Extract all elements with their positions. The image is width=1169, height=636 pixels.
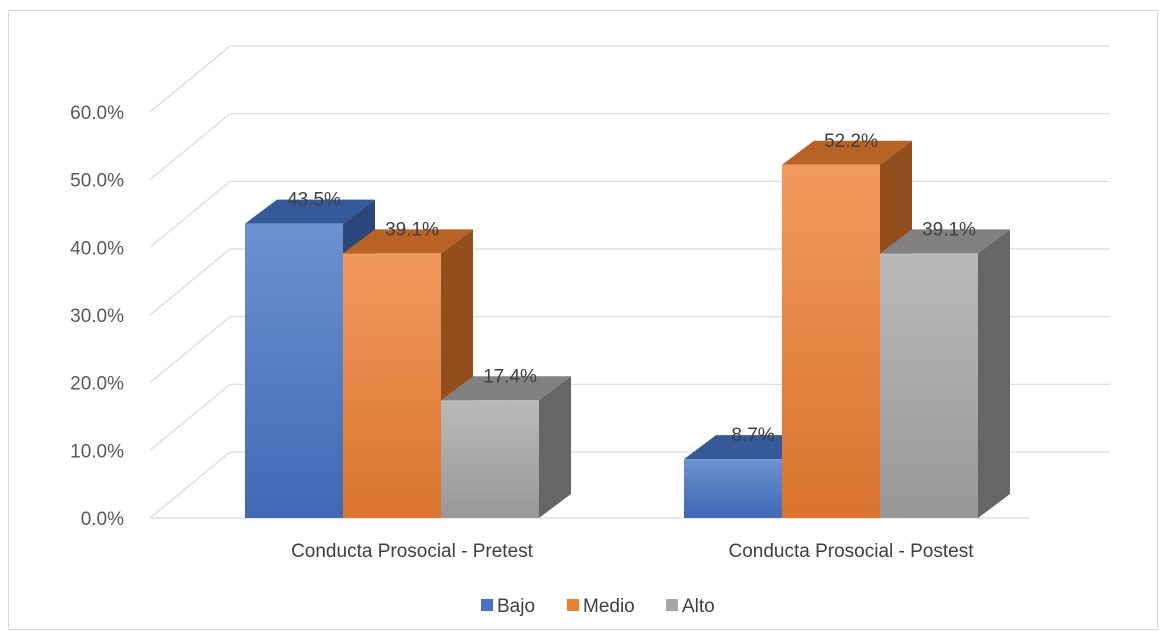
bars — [245, 140, 1010, 518]
y-tick-label: 30.0% — [70, 306, 124, 327]
category-label: Conducta Prosocial - Pretest — [291, 541, 534, 562]
legend-label: Medio — [583, 596, 635, 617]
bar-alto-postest — [880, 229, 1010, 518]
category-labels: Conducta Prosocial - Pretest Conducta Pro… — [291, 541, 974, 562]
category-label: Conducta Prosocial - Postest — [728, 541, 974, 562]
data-label: 39.1% — [385, 219, 439, 240]
legend: Bajo Medio Alto — [481, 596, 715, 617]
legend-item-medio: Medio — [567, 596, 635, 617]
gridline-diagonal — [149, 383, 231, 451]
y-axis-ticks: 0.0% 10.0% 20.0% 30.0% 40.0% 50.0% 60.0% — [70, 103, 124, 530]
y-tick-label: 60.0% — [70, 103, 124, 124]
legend-label: Alto — [682, 596, 715, 617]
y-tick-label: 40.0% — [70, 238, 124, 259]
y-tick-label: 50.0% — [70, 171, 124, 192]
data-label: 43.5% — [287, 190, 341, 211]
legend-item-alto: Alto — [666, 596, 715, 617]
y-tick-label: 0.0% — [81, 509, 124, 530]
y-tick-label: 20.0% — [70, 374, 124, 395]
data-label: 17.4% — [483, 366, 537, 387]
y-tick-label: 10.0% — [70, 441, 124, 462]
gridline-diagonal — [149, 45, 231, 113]
gridline-diagonal — [149, 316, 231, 384]
data-label: 52.2% — [824, 131, 878, 152]
gridline-diagonal — [149, 113, 231, 181]
legend-item-bajo: Bajo — [481, 596, 535, 617]
data-label: 39.1% — [922, 219, 976, 240]
gridline-diagonal — [149, 451, 231, 519]
data-labels: 43.5% 39.1% 17.4% 8.7% 52.2% 39.1% — [287, 131, 976, 446]
legend-label: Bajo — [497, 596, 535, 617]
data-label: 8.7% — [731, 425, 774, 446]
bar-alto-pretest — [441, 376, 571, 518]
gridline-diagonal — [149, 180, 231, 248]
gridline-diagonal — [149, 248, 231, 316]
